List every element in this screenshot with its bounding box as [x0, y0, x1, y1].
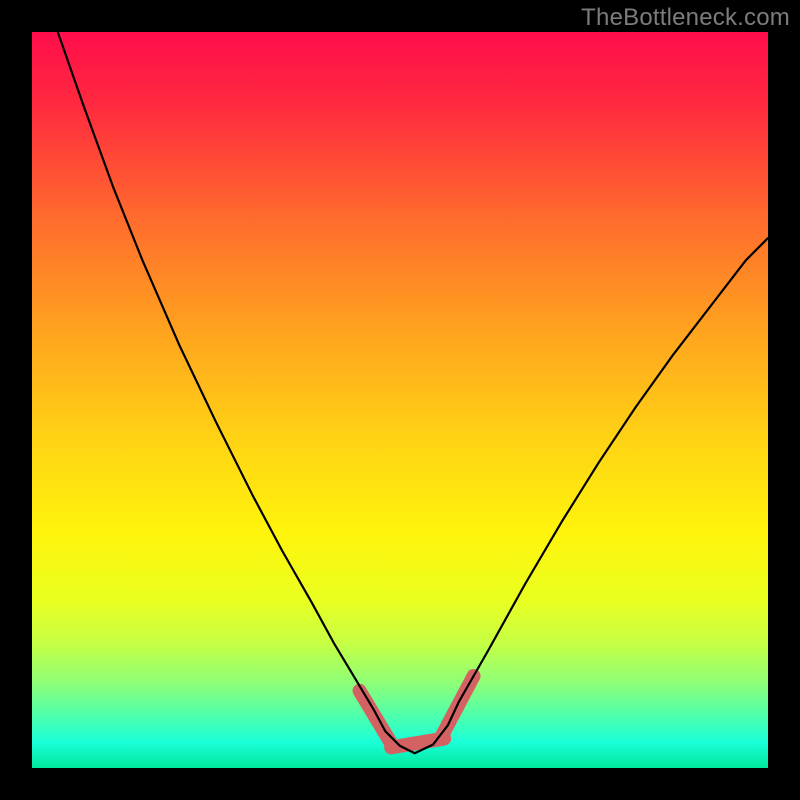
watermark-text: TheBottleneck.com: [581, 4, 790, 32]
gradient-background: [32, 32, 768, 768]
plot-area: [32, 32, 768, 768]
bottleneck-chart-svg: [32, 32, 768, 768]
chart-stage: TheBottleneck.com: [0, 0, 800, 800]
